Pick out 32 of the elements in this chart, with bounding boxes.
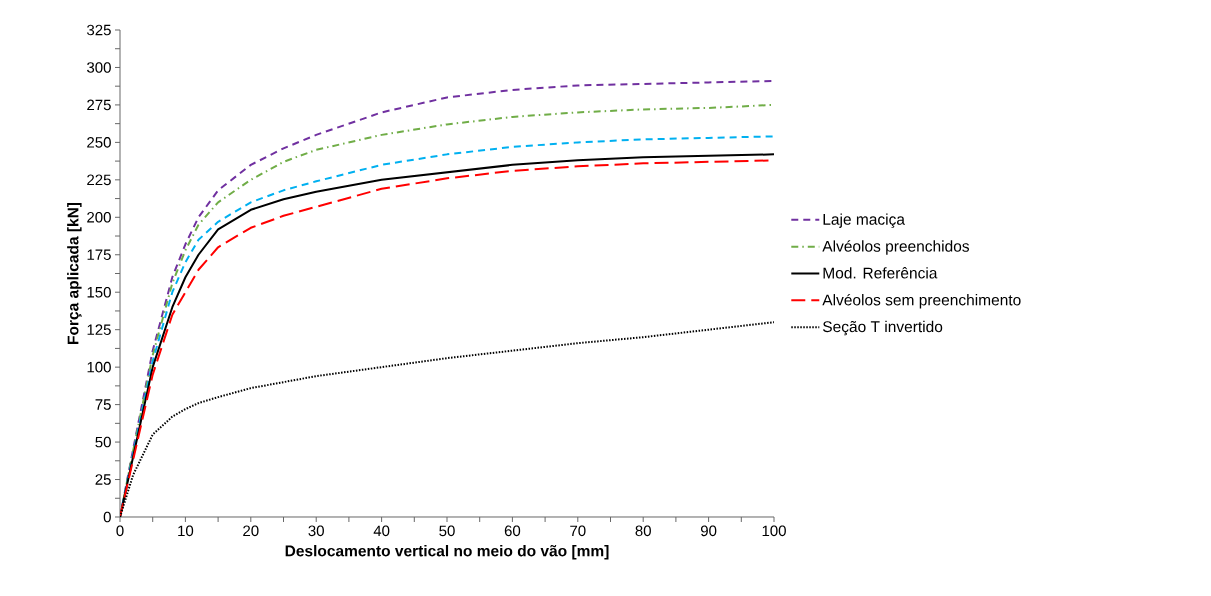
- x-tick-label: 80: [635, 525, 651, 537]
- y-axis-title: Força aplicada [kN]: [67, 202, 82, 344]
- x-tick-label: 10: [178, 525, 194, 537]
- y-tick-label: 0: [103, 511, 111, 523]
- y-tick-label: 175: [87, 249, 111, 260]
- x-tick-label: 40: [373, 525, 390, 537]
- x-axis-title: Deslocamento vertical no meio do vão [mm]: [285, 545, 609, 560]
- x-tick-label: 30: [308, 525, 324, 537]
- y-tick-label: 75: [95, 399, 111, 410]
- legend-label: Laje maciça: [823, 213, 905, 228]
- x-tick-label: 70: [570, 525, 586, 537]
- legend-label: Seção T invertido: [822, 320, 943, 336]
- x-tick-label: 90: [700, 525, 717, 537]
- y-tick-label: 50: [95, 436, 111, 448]
- legend-label: Mod. Referência: [823, 267, 938, 279]
- y-tick-label: 225: [87, 174, 111, 186]
- y-tick-label: 150: [87, 286, 111, 298]
- y-tick-label: 200: [87, 211, 111, 223]
- x-tick-label: 100: [762, 525, 786, 537]
- x-tick-label: 20: [243, 525, 259, 537]
- y-tick-label: 300: [87, 62, 111, 73]
- y-tick-label: 275: [87, 99, 111, 111]
- y-tick-label: 125: [87, 324, 111, 335]
- y-tick-label: 250: [87, 137, 111, 148]
- legend-label: Alvéolos preenchidos: [822, 240, 970, 255]
- x-tick-label: 60: [504, 525, 521, 537]
- y-tick-label: 100: [87, 361, 111, 373]
- legend-label: Alvéolos sem preenchimento: [822, 293, 1021, 309]
- x-tick-label: 0: [116, 525, 124, 537]
- y-tick-label: 25: [95, 474, 111, 485]
- y-tick-label: 325: [87, 24, 111, 36]
- x-tick-label: 50: [439, 525, 455, 537]
